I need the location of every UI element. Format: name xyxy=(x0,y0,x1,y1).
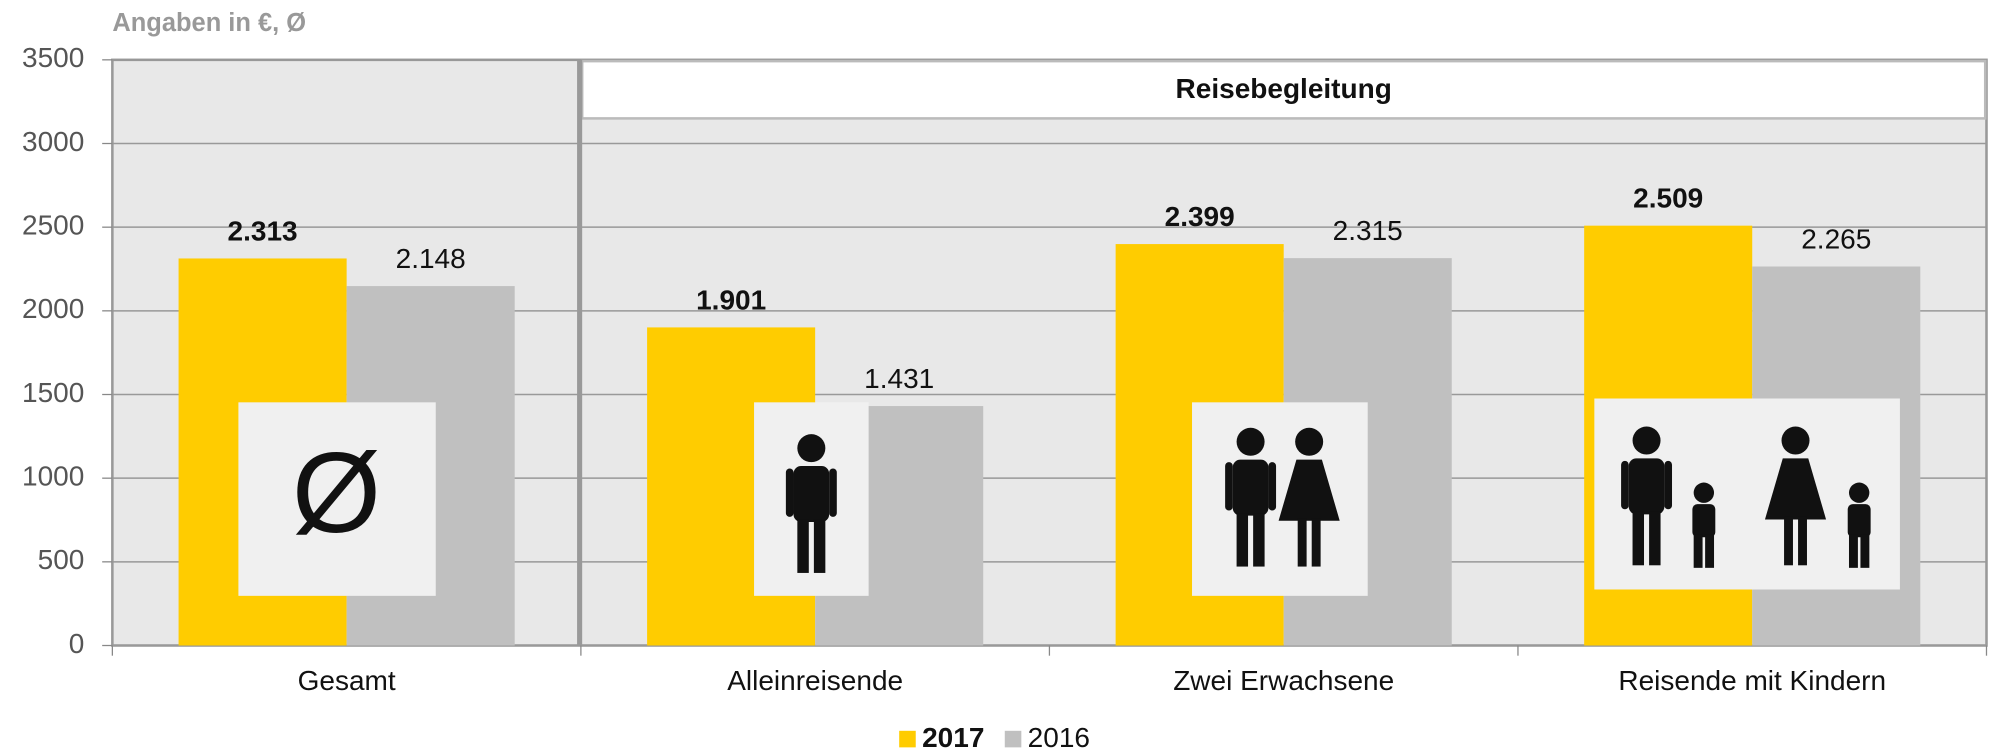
x-tick-label: Reisende mit Kindern xyxy=(1618,665,1886,696)
icon-box xyxy=(1192,402,1368,596)
y-tick-label: 2000 xyxy=(22,293,84,324)
x-tick-label: Gesamt xyxy=(298,665,396,696)
legend-label: 2017 xyxy=(922,722,984,753)
value-label: 2.265 xyxy=(1801,223,1871,254)
value-label: 2.313 xyxy=(228,215,298,246)
icon-box xyxy=(238,402,436,596)
value-label: 2.399 xyxy=(1165,201,1235,232)
y-tick-label: 3000 xyxy=(22,126,84,157)
y-tick-label: 3500 xyxy=(22,42,84,73)
value-label: 1.901 xyxy=(696,284,766,315)
value-label: 2.148 xyxy=(396,243,466,274)
x-tick-label: Zwei Erwachsene xyxy=(1173,665,1394,696)
icons: Ø xyxy=(238,398,1900,596)
legend-swatch xyxy=(1004,730,1022,748)
legend: 2017 2016 xyxy=(899,722,1090,753)
legend-swatch xyxy=(899,730,916,748)
group-label: Reisebegleitung xyxy=(1176,73,1392,104)
subtitle: Angaben in €, Ø xyxy=(112,9,306,37)
y-tick-label: 0 xyxy=(69,628,85,659)
group-box xyxy=(580,59,1987,120)
x-tick-label: Alleinreisende xyxy=(727,665,903,696)
value-label: 2.315 xyxy=(1333,215,1403,246)
value-label: 2.509 xyxy=(1633,183,1703,214)
y-tick-label: 1000 xyxy=(22,461,84,492)
y-tick-label: 500 xyxy=(38,544,85,575)
legend-label: 2016 xyxy=(1028,722,1090,753)
y-tick-label: 1500 xyxy=(22,377,84,408)
icon-symbol: Ø xyxy=(292,429,381,557)
value-label: 1.431 xyxy=(864,363,934,394)
y-tick-label: 2500 xyxy=(22,210,84,241)
